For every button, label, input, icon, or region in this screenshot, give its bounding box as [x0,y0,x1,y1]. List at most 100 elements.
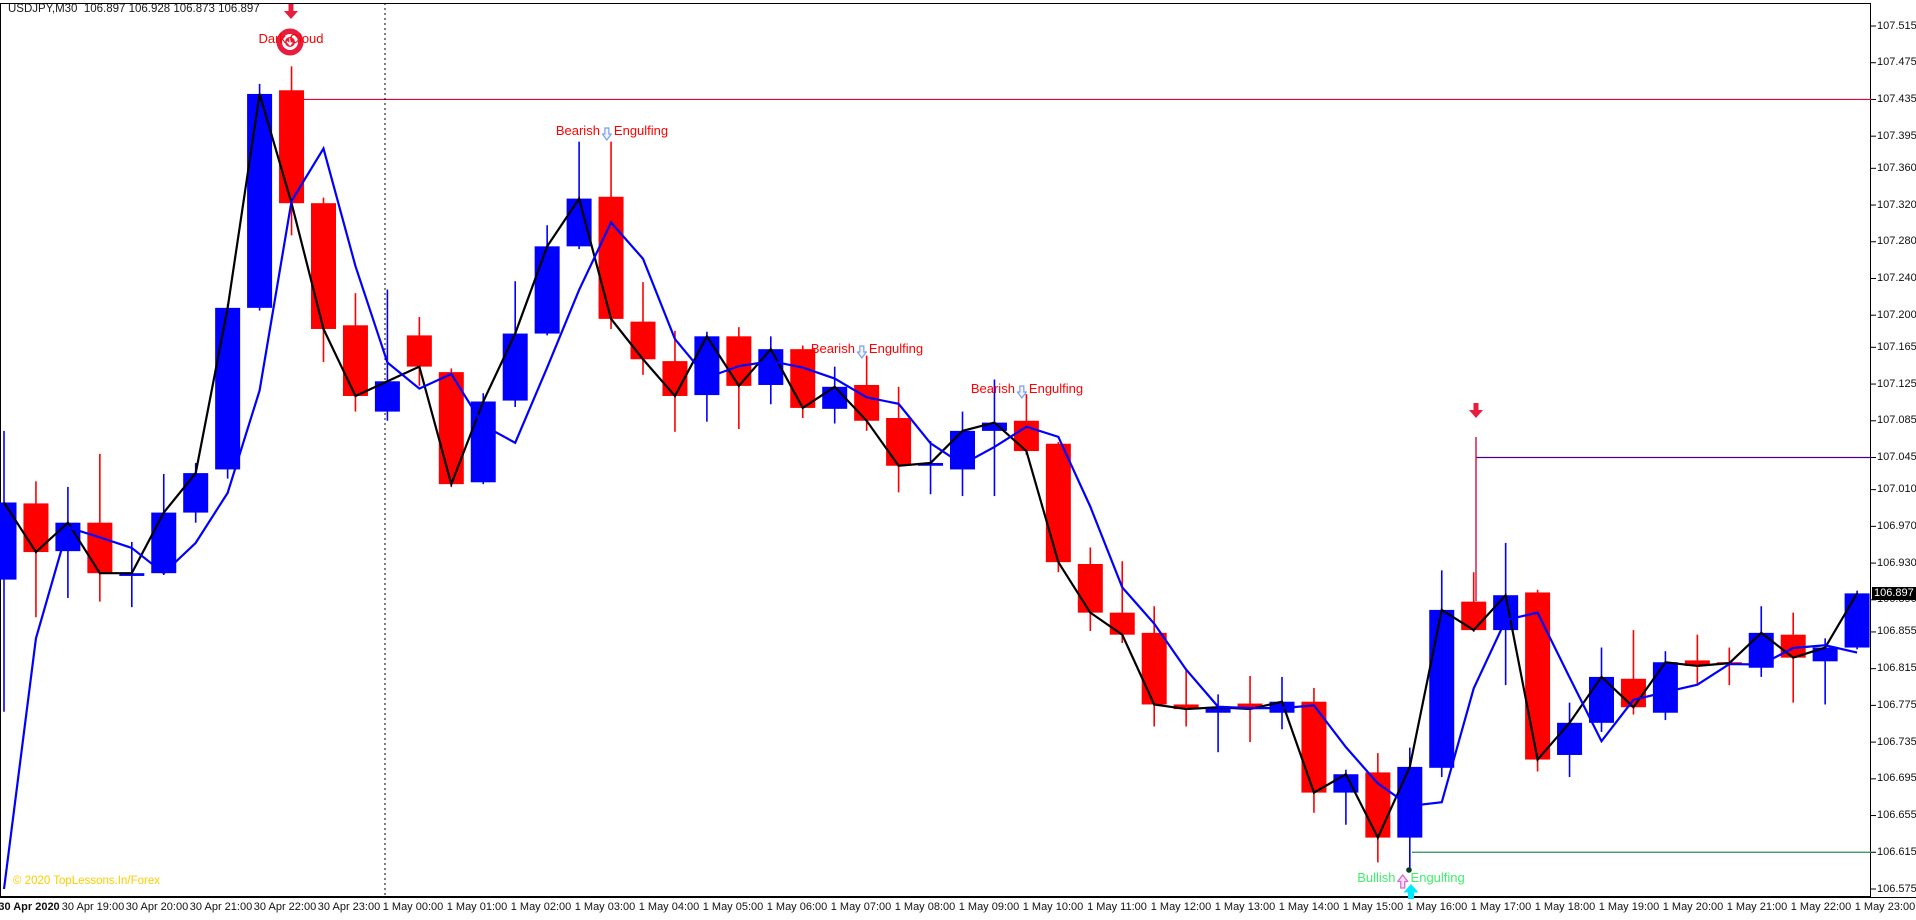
candle-body [183,473,209,513]
candle-body [311,203,336,329]
time-axis-label: 30 Apr 2020 [0,901,60,913]
pattern-word: Bullish [1357,870,1396,885]
candle-body [1237,703,1263,710]
candle-body [1141,632,1167,705]
close-line [3,93,1859,841]
pattern-word: Bearish [555,123,600,138]
time-axis-label: 1 May 00:00 [382,901,444,913]
time-axis-label: 1 May 07:00 [830,901,892,913]
price-axis-label: 107.320 [1877,198,1916,211]
candle-body [87,522,113,574]
price-axis-label: 107.200 [1877,308,1916,321]
price-axis-label: 107.085 [1877,414,1916,427]
time-axis-label: 1 May 04:00 [638,901,700,913]
bearish-engulfing-label: Bearish Engulfing [971,382,1083,399]
candle-body [1652,662,1678,713]
time-axis-label: 1 May 06:00 [766,901,828,913]
price-axis-label: 107.280 [1877,235,1916,248]
time-axis-label: 1 May 16:00 [1406,901,1468,913]
up-arrow-icon [1403,884,1419,899]
price-axis-label: 107.360 [1877,161,1916,174]
time-axis-label: 1 May 08:00 [894,901,956,913]
pattern-word: Bearish [810,341,855,356]
pattern-word: Engulfing [868,341,924,356]
time-axis-label: 1 May 11:00 [1087,901,1147,913]
time-axis-label: 30 Apr 20:00 [125,901,189,913]
time-axis-label: 1 May 10:00 [1022,901,1084,913]
candle-body [1748,632,1774,668]
candle-body [342,325,368,396]
pattern-word: Engulfing [1028,381,1084,396]
time-axis-label: 1 May 17:00 [1470,901,1532,913]
time-axis-label: 1 May 18:00 [1534,901,1596,913]
candle-body [854,384,880,421]
candle-body [981,422,1007,431]
price-axis-label: 106.615 [1877,845,1916,858]
candle-body [822,386,848,409]
time-axis-label: 1 May 19:00 [1598,901,1660,913]
bearish-marker-icon [1016,385,1027,399]
time-axis-label: 1 May 21:00 [1726,901,1788,913]
candle-body [1557,722,1583,755]
pattern-word: Engulfing [1410,870,1465,885]
bearish-marker-icon [856,345,867,359]
price-axis-label: 106.855 [1877,625,1916,638]
price-axis-label: 107.125 [1877,377,1916,390]
candle-body [758,349,784,385]
time-axis-label: 1 May 20:00 [1662,901,1724,913]
candle-body [566,198,592,247]
copyright-watermark: © 2020 TopLessons.In/Forex [13,875,160,887]
candle-body [470,401,496,483]
time-axis-label: 1 May 03:00 [574,901,636,913]
time-axis-label: 1 May 14:00 [1278,901,1340,913]
price-axis-label: 107.475 [1877,56,1916,69]
down-arrow-icon [284,4,298,19]
bearish-marker-icon [601,127,612,141]
bearish-engulfing-label: Bearish Engulfing [811,342,923,359]
candle-body [790,349,816,408]
candle-body [1173,704,1199,710]
ma-line [2,145,1858,890]
chart-title: USDJPY,M30 106.897 106.928 106.873 106.8… [8,3,260,15]
current-price-tag: 106.897 [1872,586,1916,600]
bearish-engulfing-label: Bearish Engulfing [556,124,668,141]
time-axis-label: 30 Apr 21:00 [189,901,253,913]
candle-body [598,196,624,319]
time-axis-label: 30 Apr 23:00 [317,901,381,913]
price-axis-label: 107.515 [1877,19,1916,32]
candle-body [119,573,145,576]
candle-body [1620,678,1646,708]
time-axis-label: 1 May 01:00 [446,901,508,913]
pattern-word: Bearish [970,381,1015,396]
price-axis-label: 106.775 [1877,698,1916,711]
candle-body [1684,660,1710,666]
time-axis-label: 1 May 02:00 [510,901,572,913]
candle-body [1525,592,1551,760]
time-axis-label: 30 Apr 19:00 [61,901,125,913]
candle-body [950,430,975,470]
dark-cloud-label: Dark Cloud [258,31,324,46]
candle-body [279,90,305,204]
candle-body [918,463,944,466]
bullish-marker-icon [1397,874,1409,889]
candle-body [247,93,273,308]
time-axis-label: 1 May 22:00 [1790,901,1852,913]
candle-body [726,336,752,386]
time-axis-label: 1 May 13:00 [1214,901,1276,913]
candle-body [406,335,432,367]
candle-body [374,381,400,412]
price-axis-label: 106.695 [1877,772,1916,785]
time-axis-label: 1 May 05:00 [702,901,764,913]
candle-body [1045,443,1071,563]
candle-body [0,502,17,580]
bullseye-arrow [286,38,294,47]
price-axis-label: 107.165 [1877,340,1916,353]
price-axis-label: 107.240 [1877,271,1916,284]
pattern-word: Engulfing [613,123,669,138]
price-axis-label: 107.045 [1877,451,1916,463]
candle-body [1812,647,1838,662]
down-arrow-icon [1469,403,1483,418]
candle-body [630,321,656,360]
